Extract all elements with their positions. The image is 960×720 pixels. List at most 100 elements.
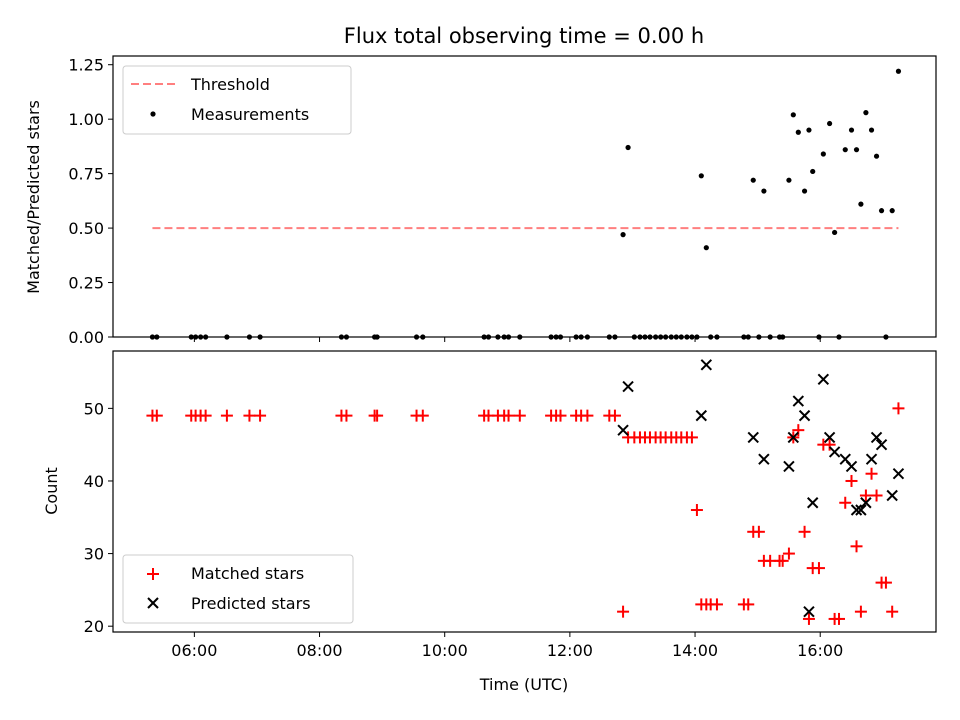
measurement-point [878,208,885,214]
matched-point [685,431,698,444]
top-y-tick-label: 0.25 [68,274,104,293]
bottom-y-axis-label: Count [42,467,61,515]
measurement-point [750,177,756,183]
measurement-point [868,127,875,133]
predicted-point [758,453,770,465]
measurement-point [810,168,816,175]
predicted-point [806,497,819,509]
matched-point [845,474,858,487]
matched-point [371,409,384,422]
predicted-legend-cross [147,597,159,609]
bottom-plot-area [146,359,905,625]
measurement-point [832,229,838,236]
matched-point [416,409,429,422]
matched-point [854,605,867,618]
predicted-point [792,395,805,407]
matched-point [859,489,872,502]
matched-point [581,409,594,422]
predicted-point [892,468,905,480]
predicted-point [787,431,800,444]
matched-point [199,409,212,422]
predicted-point [747,431,759,444]
measurements-legend-marker [150,111,156,117]
bottom-y-ticks: 20 30 40 50 [84,399,113,636]
measurement-point [625,144,631,151]
matched-point [879,576,892,589]
bottom-x-tick-label: 06:00 [171,641,217,660]
matched-point [150,409,163,422]
matched-point [254,409,267,422]
matched-point [710,598,723,611]
top-y-ticks: 0.00 0.25 0.50 0.75 1.00 1.25 [68,56,113,347]
matched-point [617,605,630,618]
bottom-legend: Matched stars Predicted stars [122,554,354,624]
matched-point [812,562,825,575]
matched-point [776,554,789,567]
predicted-point [870,431,883,444]
matched-point [892,402,905,415]
x-axis-label: Time (UTC) [479,675,568,694]
matched-point [340,409,353,422]
matched-point [502,409,515,422]
predicted-point [617,424,629,436]
predicted-point [865,453,878,465]
matched-legend-plus [147,568,159,580]
top-y-tick-label: 0.00 [68,328,104,347]
matched-point [513,409,526,422]
chart-title: Flux total observing time = 0.00 h [344,24,704,48]
predicted-point [886,489,898,502]
predicted-point [700,359,713,371]
predicted-point [875,438,888,451]
matched-point [870,489,883,502]
measurement-point [848,127,855,133]
measurement-point [863,110,869,116]
bottom-x-ticks: 06:00 08:00 10:00 12:00 14:00 16:00 [171,632,843,660]
bottom-y-tick-label: 50 [84,399,104,418]
matched-point [742,598,755,611]
measurement-point [853,147,860,153]
matched-point [782,547,795,560]
matched-point [839,496,852,509]
matched-point [752,525,765,538]
matched-point [792,424,805,437]
bottom-y-tick-label: 40 [84,472,104,491]
predicted-point [828,446,841,458]
predicted-point [695,409,708,422]
top-y-axis-label: Matched/Predicted stars [24,100,43,294]
predicted-point [622,380,634,393]
bottom-y-tick-label: 20 [84,617,104,636]
predicted-point [845,460,858,473]
predicted-legend-marker [147,597,159,609]
predicted-point [817,373,830,386]
measurement-point [786,177,792,183]
top-x-ticks [193,337,821,342]
measurement-point [895,68,902,74]
matched-point [798,525,811,538]
predicted-point [860,497,872,509]
bottom-x-tick-label: 12:00 [547,641,593,660]
matched-legend-label: Matched stars [191,564,304,583]
measurement-point [790,112,796,118]
measurement-point [858,201,864,207]
top-panel: 0.00 0.25 0.50 0.75 1.00 1.25 Matched/Predict… [24,55,937,347]
measurement-point [703,245,709,251]
matched-point [554,409,567,422]
top-y-tick-label: 0.75 [68,165,104,184]
matched-point [850,540,863,553]
matched-point [802,612,815,625]
top-legend-box [122,65,352,135]
measurement-point [795,129,801,135]
matched-point [243,409,256,422]
threshold-legend-label: Threshold [190,75,270,94]
top-axes-frame [112,55,937,338]
measurement-point [827,120,833,127]
predicted-point [823,431,836,444]
measurement-point [820,151,826,157]
matched-point [608,409,621,422]
top-y-tick-label: 1.00 [68,110,104,129]
predicted-legend-label: Predicted stars [191,594,311,613]
bottom-y-tick-label: 30 [84,545,104,564]
top-y-tick-label: 1.25 [68,56,104,75]
